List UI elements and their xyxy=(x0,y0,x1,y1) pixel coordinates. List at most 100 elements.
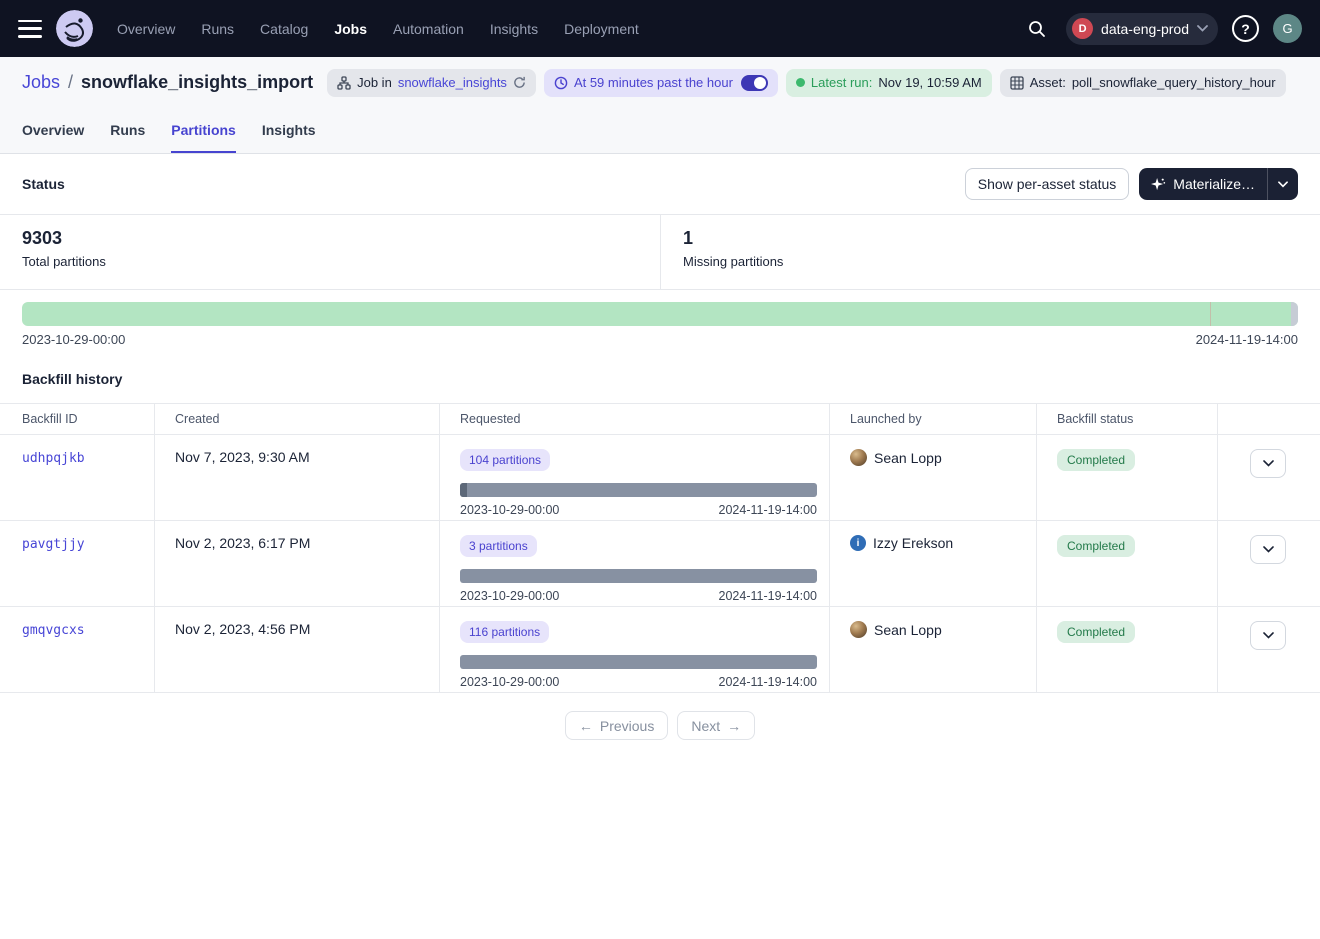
status-badge: Completed xyxy=(1057,449,1135,471)
partition-boundary-line xyxy=(1210,302,1211,326)
previous-page-button[interactable]: ← Previous xyxy=(565,711,668,740)
tab-insights[interactable]: Insights xyxy=(262,114,316,153)
show-per-asset-status-button[interactable]: Show per-asset status xyxy=(965,168,1130,200)
asset-link[interactable]: poll_snowflake_query_history_hour xyxy=(1072,75,1276,90)
topbar-right: D data-eng-prod ? G xyxy=(1022,13,1302,45)
materialize-dropdown-button[interactable] xyxy=(1268,168,1298,200)
backfill-range-end: 2024-11-19-14:00 xyxy=(719,503,817,517)
user-avatar[interactable]: G xyxy=(1273,14,1302,43)
chevron-down-icon xyxy=(1197,25,1208,32)
breadcrumb-separator: / xyxy=(68,72,73,93)
total-partitions-label: Total partitions xyxy=(22,254,638,269)
breadcrumb-jobs-link[interactable]: Jobs xyxy=(22,72,60,93)
job-location-link[interactable]: snowflake_insights xyxy=(398,75,507,90)
partition-range-start: 2023-10-29-00:00 xyxy=(22,332,125,347)
requested-partitions-pill[interactable]: 3 partitions xyxy=(460,535,537,557)
launched-by-name: Sean Lopp xyxy=(874,450,942,466)
partition-health-section: 2023-10-29-00:00 2024-11-19-14:00 xyxy=(0,290,1320,347)
nav-item-runs[interactable]: Runs xyxy=(201,21,234,37)
nav-item-deployment[interactable]: Deployment xyxy=(564,21,639,37)
avatar xyxy=(850,621,867,638)
backfill-range-start: 2023-10-29-00:00 xyxy=(460,675,559,689)
asset-grid-icon xyxy=(1010,76,1024,90)
hamburger-menu-icon[interactable] xyxy=(18,20,42,38)
pagination: ← Previous Next → xyxy=(0,711,1320,740)
col-backfill-status: Backfill status xyxy=(1037,404,1218,434)
nav-item-jobs[interactable]: Jobs xyxy=(334,21,367,37)
col-created: Created xyxy=(155,404,440,434)
launched-by-name: Izzy Erekson xyxy=(873,535,953,551)
backfill-range-bar xyxy=(460,655,817,669)
row-menu-button[interactable] xyxy=(1250,449,1286,478)
chevron-down-icon xyxy=(1263,546,1274,553)
backfill-id-link[interactable]: gmqvgcxs xyxy=(22,623,85,638)
next-page-button[interactable]: Next → xyxy=(677,711,755,740)
backfill-history-heading: Backfill history xyxy=(22,371,122,387)
backfill-range-start: 2023-10-29-00:00 xyxy=(460,589,559,603)
backfill-range-end: 2024-11-19-14:00 xyxy=(719,675,817,689)
row-menu-button[interactable] xyxy=(1250,621,1286,650)
backfill-range-bar xyxy=(460,483,817,497)
launched-by: i Izzy Erekson xyxy=(850,535,1024,551)
missing-partitions-value: 1 xyxy=(683,228,1298,249)
job-location-badge: Job in snowflake_insights xyxy=(327,69,536,97)
dagster-logo-icon[interactable] xyxy=(56,10,93,47)
job-location-prefix: Job in xyxy=(357,75,392,90)
tab-overview[interactable]: Overview xyxy=(22,114,84,153)
col-requested: Requested xyxy=(440,404,830,434)
requested-partitions-pill[interactable]: 104 partitions xyxy=(460,449,550,471)
run-status-dot xyxy=(796,78,805,87)
deployment-switcher[interactable]: D data-eng-prod xyxy=(1066,13,1218,45)
schedule-toggle[interactable] xyxy=(741,75,768,91)
status-badge: Completed xyxy=(1057,621,1135,643)
partition-health-bar[interactable] xyxy=(22,302,1298,326)
tab-runs[interactable]: Runs xyxy=(110,114,145,153)
tab-partitions[interactable]: Partitions xyxy=(171,114,236,153)
nav-item-automation[interactable]: Automation xyxy=(393,21,464,37)
avatar: i xyxy=(850,535,866,551)
chevron-down-icon xyxy=(1263,460,1274,467)
table-row: gmqvgcxs Nov 2, 2023, 4:56 PM 116 partit… xyxy=(0,607,1320,693)
search-icon[interactable] xyxy=(1022,14,1052,44)
deployment-name: data-eng-prod xyxy=(1101,21,1189,37)
requested-partitions-pill[interactable]: 116 partitions xyxy=(460,621,549,643)
status-heading: Status xyxy=(22,176,65,192)
nav-item-catalog[interactable]: Catalog xyxy=(260,21,308,37)
previous-label: Previous xyxy=(600,718,654,734)
nav-item-overview[interactable]: Overview xyxy=(117,21,175,37)
latest-run-time-link[interactable]: Nov 19, 10:59 AM xyxy=(878,75,981,90)
backfill-id-link[interactable]: udhpqjkb xyxy=(22,451,85,466)
asset-badge: Asset: poll_snowflake_query_history_hour xyxy=(1000,69,1286,97)
next-label: Next xyxy=(691,718,720,734)
avatar xyxy=(850,449,867,466)
created-timestamp: Nov 2, 2023, 4:56 PM xyxy=(175,621,310,637)
materialize-split-button: Materialize… xyxy=(1139,168,1298,200)
asset-label: Asset: xyxy=(1030,75,1066,90)
materialize-label: Materialize… xyxy=(1173,176,1255,192)
page-title: snowflake_insights_import xyxy=(81,72,313,93)
backfill-range-labels: 2023-10-29-00:00 2024-11-19-14:00 xyxy=(460,589,817,603)
arrow-left-icon: ← xyxy=(579,718,593,734)
backfill-range-bar xyxy=(460,569,817,583)
backfill-history-heading-row: Backfill history xyxy=(0,347,1320,403)
backfill-id-link[interactable]: pavgtjjy xyxy=(22,537,85,552)
backfill-range-bar-segment xyxy=(460,483,467,497)
job-tabs: Overview Runs Partitions Insights xyxy=(0,114,1320,153)
backfill-range-end: 2024-11-19-14:00 xyxy=(719,589,817,603)
backfill-range-labels: 2023-10-29-00:00 2024-11-19-14:00 xyxy=(460,675,817,689)
status-badge: Completed xyxy=(1057,535,1135,557)
help-icon[interactable]: ? xyxy=(1232,15,1259,42)
row-menu-button[interactable] xyxy=(1250,535,1286,564)
col-actions xyxy=(1218,404,1320,434)
missing-partitions-stat: 1 Missing partitions xyxy=(660,215,1320,289)
backfill-range-labels: 2023-10-29-00:00 2024-11-19-14:00 xyxy=(460,503,817,517)
missing-partition-segment xyxy=(1291,302,1298,326)
status-header-row: Status Show per-asset status Materialize… xyxy=(0,154,1320,214)
reload-icon[interactable] xyxy=(513,76,526,89)
arrow-right-icon: → xyxy=(727,718,741,734)
schedule-label: At 59 minutes past the hour xyxy=(574,75,733,90)
page-header: Jobs / snowflake_insights_import Job in … xyxy=(0,57,1320,154)
nav-item-insights[interactable]: Insights xyxy=(490,21,538,37)
materialize-button[interactable]: Materialize… xyxy=(1139,168,1267,200)
chevron-down-icon xyxy=(1263,632,1274,639)
